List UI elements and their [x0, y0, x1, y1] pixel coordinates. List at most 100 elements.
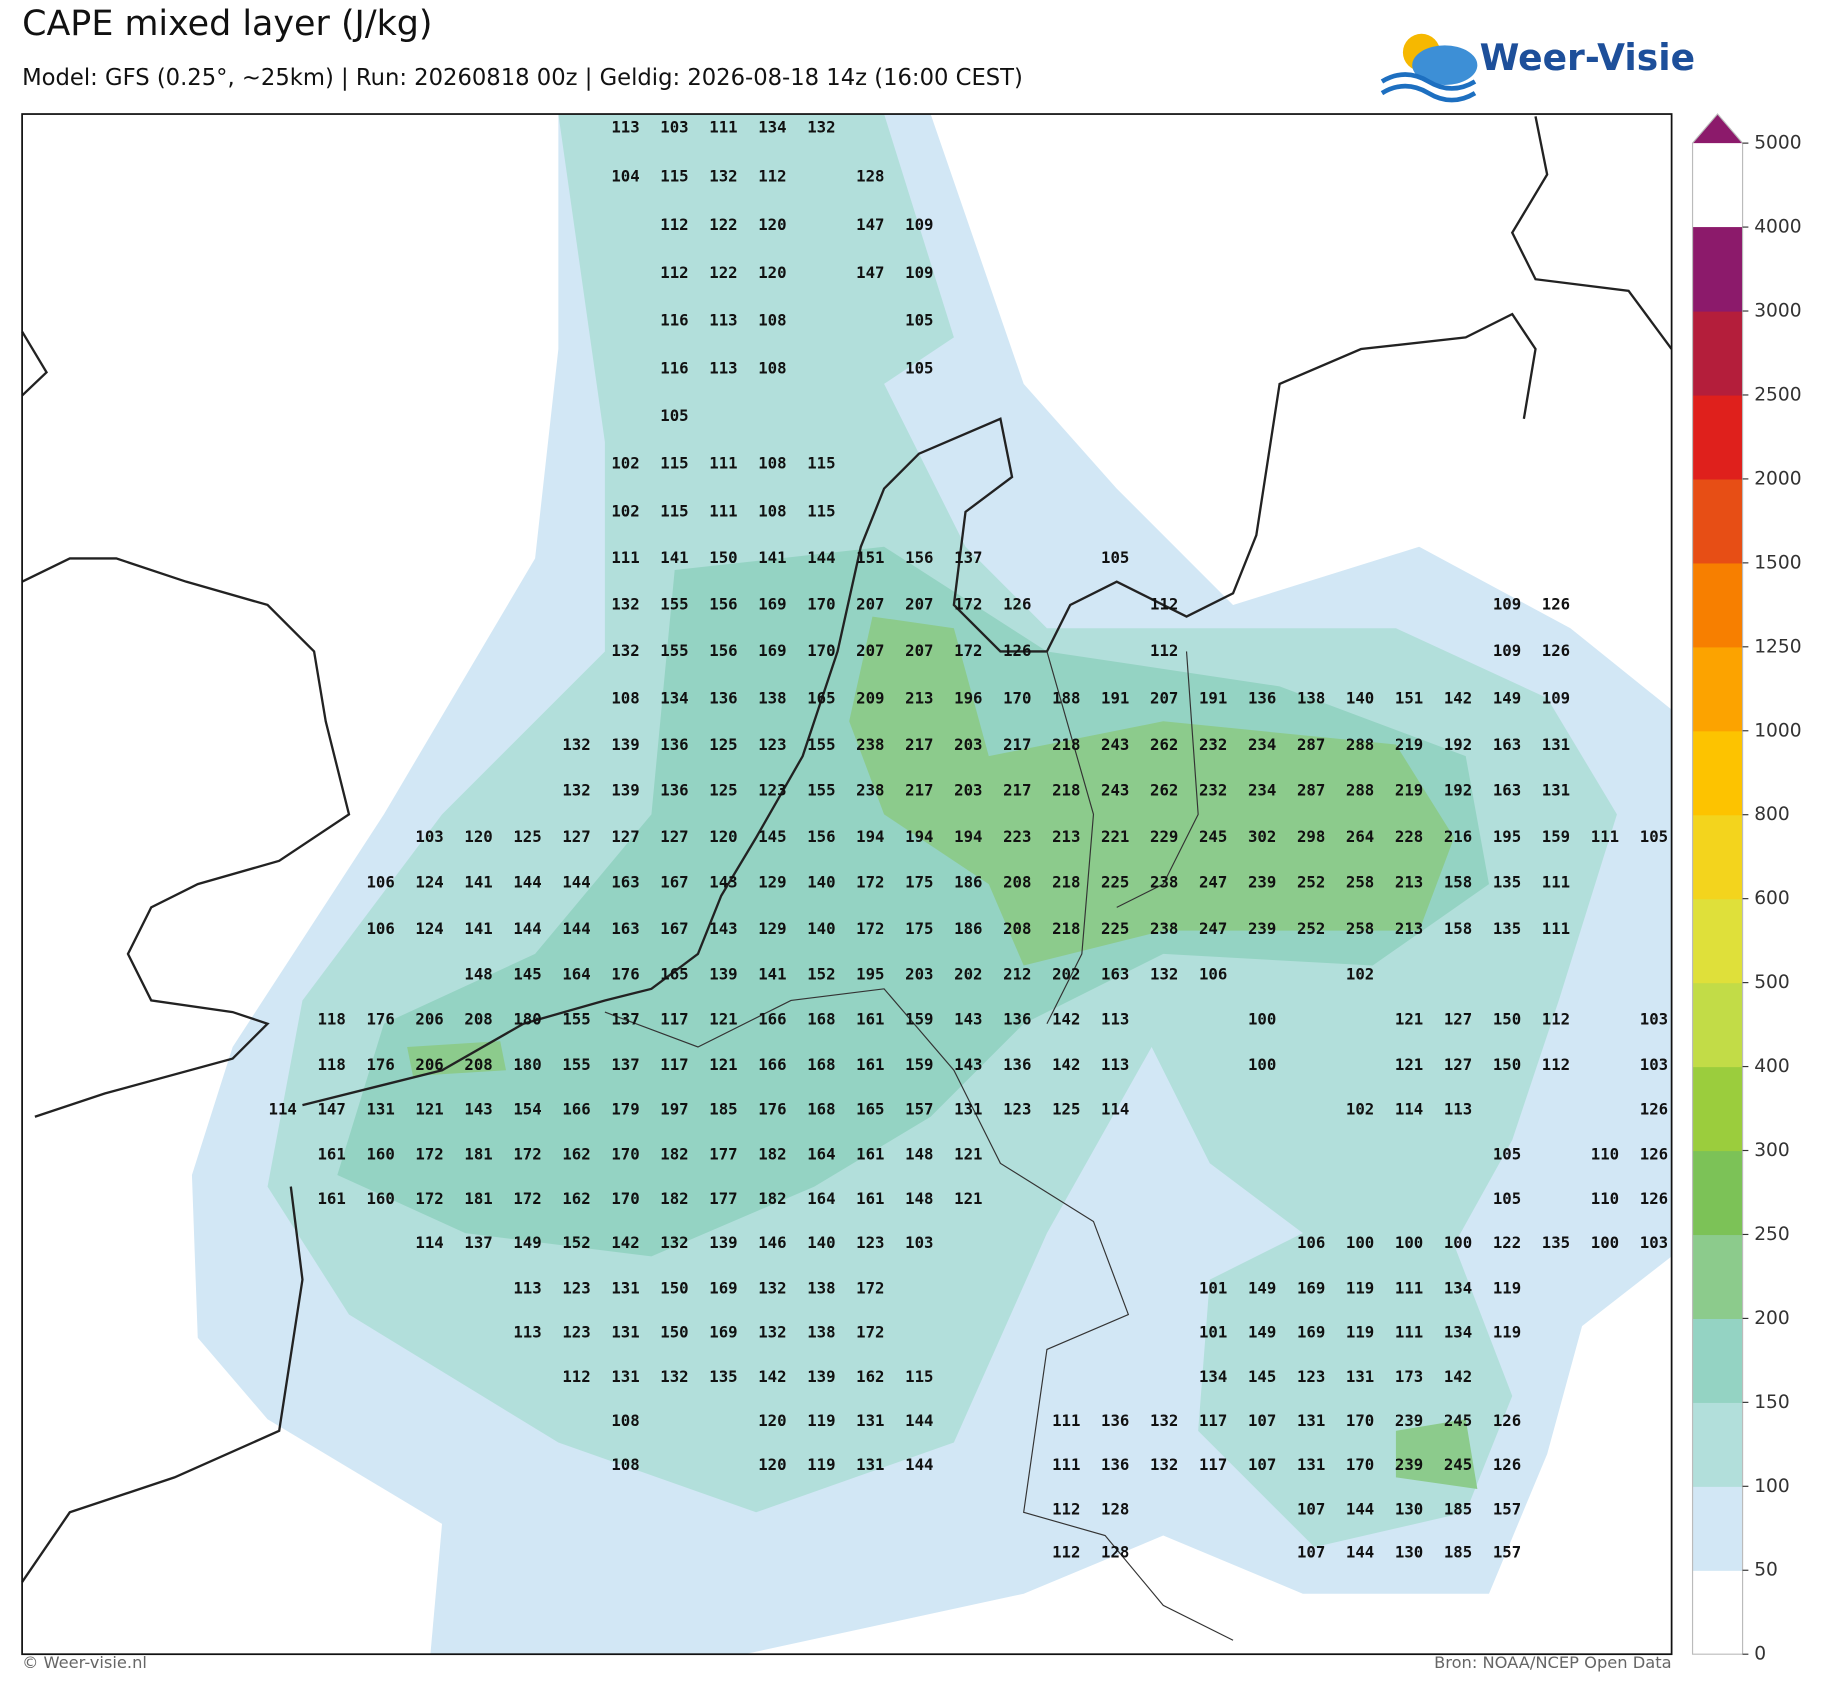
- cape-value: 126: [1640, 1145, 1668, 1164]
- cape-value: 101: [1199, 1278, 1227, 1297]
- cape-value: 170: [611, 1189, 639, 1208]
- cape-value: 120: [464, 827, 492, 846]
- cape-value: 182: [758, 1145, 786, 1164]
- cape-value: 120: [758, 1455, 786, 1474]
- cape-value: 121: [1395, 1010, 1423, 1029]
- cape-value: 155: [660, 594, 688, 613]
- cape-value: 150: [660, 1323, 688, 1342]
- cape-value: 144: [513, 872, 541, 891]
- cape-value: 173: [1395, 1367, 1423, 1386]
- cape-value: 138: [758, 689, 786, 708]
- colorbar-segment: [1692, 898, 1743, 984]
- cape-value: 142: [1052, 1010, 1080, 1029]
- cape-value: 111: [611, 548, 639, 567]
- cape-value: 170: [1346, 1455, 1374, 1474]
- cape-value: 100: [1395, 1233, 1423, 1252]
- cape-value: 141: [758, 964, 786, 983]
- cape-value: 117: [660, 1055, 688, 1074]
- cape-value: 185: [1444, 1499, 1472, 1518]
- cape-value: 112: [1542, 1055, 1570, 1074]
- cape-value: 114: [269, 1099, 297, 1118]
- cape-value: 103: [1640, 1055, 1668, 1074]
- colorbar: 0 50 100 150 200 250 300 400 500 600 800 1000 1250 15…: [1691, 113, 1802, 1665]
- cape-value: 182: [660, 1189, 688, 1208]
- cape-value: 172: [856, 1323, 884, 1342]
- cape-value: 147: [317, 1099, 345, 1118]
- cape-value: 145: [758, 827, 786, 846]
- cape-value: 113: [709, 311, 737, 330]
- cape-value: 123: [758, 735, 786, 754]
- cape-value: 102: [611, 501, 639, 520]
- cape-value: 106: [366, 919, 394, 938]
- cape-value: 192: [1444, 735, 1472, 754]
- cape-value: 163: [611, 872, 639, 891]
- cape-value: 213: [1395, 919, 1423, 938]
- cape-value: 132: [758, 1323, 786, 1342]
- cape-value: 128: [1101, 1543, 1129, 1562]
- cape-value: 144: [513, 919, 541, 938]
- cape-value: 252: [1297, 919, 1325, 938]
- cape-value: 121: [954, 1189, 982, 1208]
- cape-value: 164: [807, 1189, 835, 1208]
- coast-uk-north: [21, 330, 49, 397]
- cape-value: 113: [1444, 1099, 1472, 1118]
- cape-value: 143: [709, 919, 737, 938]
- cape-value: 112: [660, 263, 688, 282]
- cape-value: 127: [611, 827, 639, 846]
- cape-value: 175: [905, 872, 933, 891]
- cape-value: 120: [758, 215, 786, 234]
- cape-value: 112: [660, 215, 688, 234]
- cape-value: 108: [611, 689, 639, 708]
- colorbar-segment: [1692, 394, 1743, 480]
- cape-value: 109: [1493, 641, 1521, 660]
- cape-value: 159: [905, 1010, 933, 1029]
- cape-value: 142: [758, 1367, 786, 1386]
- cape-value: 108: [758, 501, 786, 520]
- cape-value: 111: [1591, 827, 1619, 846]
- cape-value: 172: [856, 1278, 884, 1297]
- cape-value: 163: [1493, 735, 1521, 754]
- cape-value: 169: [1297, 1278, 1325, 1297]
- cape-value: 180: [513, 1010, 541, 1029]
- cape-value: 115: [660, 501, 688, 520]
- cape-value: 137: [464, 1233, 492, 1252]
- cape-value: 176: [758, 1099, 786, 1118]
- cape-value: 144: [1346, 1543, 1374, 1562]
- cape-value: 155: [660, 641, 688, 660]
- cape-value: 238: [856, 781, 884, 800]
- cape-value: 148: [905, 1189, 933, 1208]
- cape-value: 147: [856, 215, 884, 234]
- cape-value: 217: [1003, 781, 1031, 800]
- cape-value: 234: [1248, 781, 1276, 800]
- colorbar-tick-label: 150: [1754, 1392, 1790, 1413]
- cape-value: 149: [1248, 1278, 1276, 1297]
- cape-value: 145: [513, 964, 541, 983]
- cape-value: 132: [1150, 1455, 1178, 1474]
- coast-uk: [21, 557, 351, 1118]
- cape-value: 175: [905, 919, 933, 938]
- cape-value: 161: [317, 1145, 345, 1164]
- logo-text: Weer-Visie: [1480, 37, 1695, 79]
- cape-value: 162: [562, 1145, 590, 1164]
- colorbar-segment: [1692, 562, 1743, 648]
- coast-continent: [302, 312, 1537, 1107]
- cape-value: 217: [1003, 735, 1031, 754]
- cape-value: 105: [1640, 827, 1668, 846]
- cape-value: 107: [1248, 1411, 1276, 1430]
- cape-value: 117: [660, 1010, 688, 1029]
- cape-value: 100: [1444, 1233, 1472, 1252]
- cape-value: 102: [611, 454, 639, 473]
- cape-value: 135: [1493, 919, 1521, 938]
- cape-value: 136: [1003, 1055, 1031, 1074]
- cape-value: 118: [317, 1010, 345, 1029]
- cape-value: 141: [464, 872, 492, 891]
- cape-value: 243: [1101, 735, 1129, 754]
- coast-denmark: [1510, 116, 1673, 350]
- value-labels: 113 103 111 134 132 104 115 132 112 128 112 122 120 1…: [269, 118, 1669, 1562]
- cape-value: 128: [1101, 1499, 1129, 1518]
- cape-value: 217: [905, 735, 933, 754]
- cape-value: 132: [660, 1233, 688, 1252]
- cape-value: 145: [1248, 1367, 1276, 1386]
- cape-value: 120: [709, 827, 737, 846]
- cape-value: 115: [807, 501, 835, 520]
